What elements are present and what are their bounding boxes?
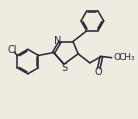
Text: N: N bbox=[54, 36, 61, 46]
Text: O: O bbox=[113, 53, 121, 62]
Text: O: O bbox=[94, 67, 102, 77]
Text: S: S bbox=[62, 63, 68, 73]
Text: CH₃: CH₃ bbox=[118, 53, 135, 62]
Text: Cl: Cl bbox=[8, 45, 17, 55]
